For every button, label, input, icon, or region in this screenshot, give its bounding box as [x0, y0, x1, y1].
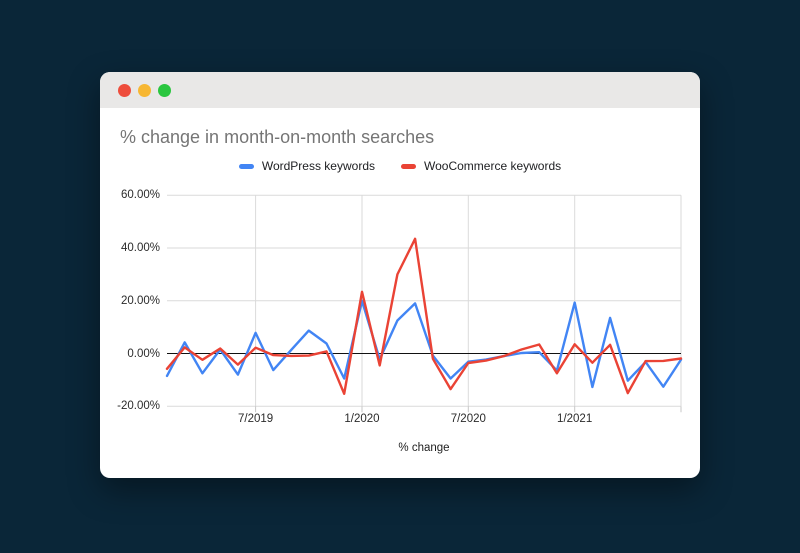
x-axis-label: 7/2019	[238, 413, 274, 425]
y-axis-label: 40.00%	[120, 242, 160, 255]
chart-legend: WordPress keywords WooCommerce keywords	[100, 159, 700, 173]
legend-label-wordpress: WordPress keywords	[261, 159, 375, 173]
minimize-button[interactable]	[138, 83, 151, 97]
series-line-wordpress[interactable]	[165, 299, 683, 389]
x-axis-label: 1/2020	[344, 413, 380, 425]
chart-title: % change in month-on-month searches	[120, 127, 435, 147]
line-chart-plot: 60.00% 40.00% 20.00% 0.00% -20.00% 7/2019 1/20…	[100, 72, 700, 478]
legend-label-woocommerce: WooCommerce keywords	[424, 159, 562, 173]
y-axis-label: -20.00%	[117, 400, 160, 413]
window-titlebar	[100, 72, 700, 108]
series-line-woocommerce[interactable]	[165, 237, 683, 395]
y-axis-label: 0.00%	[127, 347, 160, 360]
maximize-button[interactable]	[158, 83, 171, 97]
browser-window: 60.00% 40.00% 20.00% 0.00% -20.00% 7/2019 1/20…	[100, 72, 700, 478]
close-button[interactable]	[118, 83, 131, 97]
y-axis-label: 20.00%	[120, 294, 160, 307]
x-axis-title: % change	[398, 442, 450, 454]
woocommerce-series-swatch	[401, 163, 416, 169]
x-axis-label: 7/2020	[450, 413, 486, 425]
x-axis-label: 1/2021	[557, 413, 593, 425]
wordpress-series-swatch	[238, 163, 254, 169]
legend-item-woocommerce[interactable]: WooCommerce keywords	[401, 159, 561, 173]
chart-canvas	[165, 194, 683, 413]
legend-item-wordpress[interactable]: WordPress keywords	[238, 159, 375, 173]
y-axis-label: 60.00%	[120, 189, 160, 202]
